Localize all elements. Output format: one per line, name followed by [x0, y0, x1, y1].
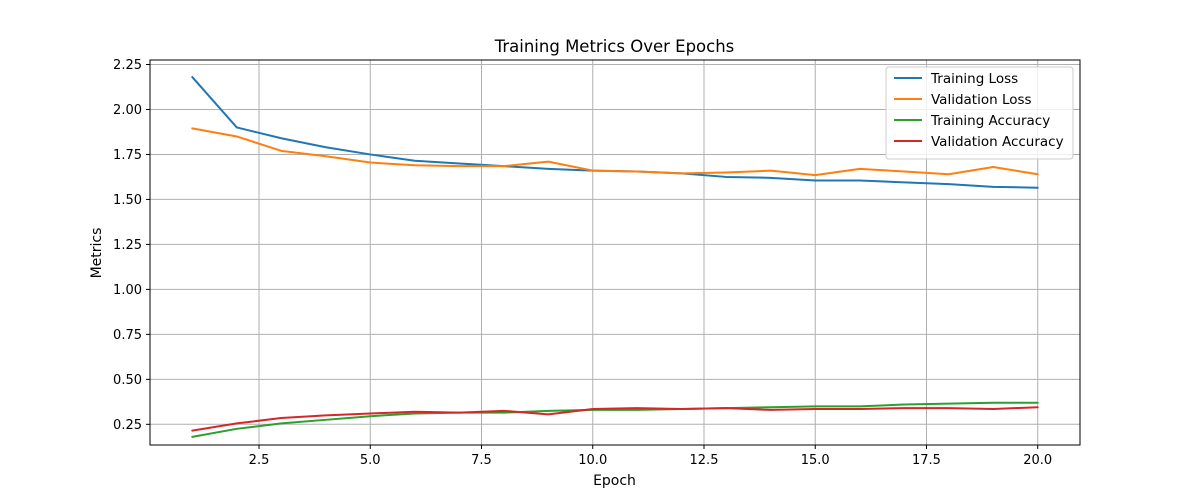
y-tick-label: 1.75	[113, 148, 142, 163]
axis-ticks: 2.5 5.0 7.5 10.0 12.5 15.0 17.5 20.0 0.25 0.50 0.7…	[113, 58, 1052, 468]
x-tick-label: 15.0	[801, 453, 830, 468]
x-tick-label: 5.0	[360, 453, 381, 468]
series-lines	[191, 76, 1039, 438]
x-tick-label: 2.5	[249, 453, 270, 468]
x-tick-label: 12.5	[690, 453, 719, 468]
y-tick-label: 1.00	[113, 283, 142, 298]
chart-title: Training Metrics Over Epochs	[494, 37, 735, 56]
x-tick-label: 10.0	[578, 453, 607, 468]
series-line-validation-accuracy	[191, 406, 1039, 432]
series-line-training-accuracy	[191, 401, 1039, 438]
y-tick-label: 0.25	[113, 418, 142, 433]
y-tick-label: 0.50	[113, 373, 142, 388]
legend-label-validation-loss: Validation Loss	[931, 92, 1032, 108]
y-tick-label: 2.25	[113, 58, 142, 73]
legend-box	[885, 66, 1074, 160]
x-tick-label: 7.5	[471, 453, 492, 468]
x-tick-label: 17.5	[912, 453, 941, 468]
y-tick-label: 2.00	[113, 103, 142, 118]
y-tick-label: 1.25	[113, 238, 142, 253]
y-axis-title: Metrics	[89, 228, 105, 279]
legend-label-validation-accuracy: Validation Accuracy	[931, 134, 1064, 150]
legend: Training Loss Validation Loss Training Acc…	[885, 66, 1074, 160]
plot-frame	[149, 59, 1081, 446]
y-tick-label: 0.75	[113, 328, 142, 343]
series-line-validation-loss	[191, 127, 1039, 177]
x-tick-label: 20.0	[1023, 453, 1052, 468]
x-axis-title: Epoch	[593, 473, 636, 489]
grid-lines	[150, 60, 1080, 445]
legend-label-training-loss: Training Loss	[930, 71, 1018, 87]
y-tick-label: 1.50	[113, 193, 142, 208]
legend-label-training-accuracy: Training Accuracy	[930, 113, 1050, 129]
